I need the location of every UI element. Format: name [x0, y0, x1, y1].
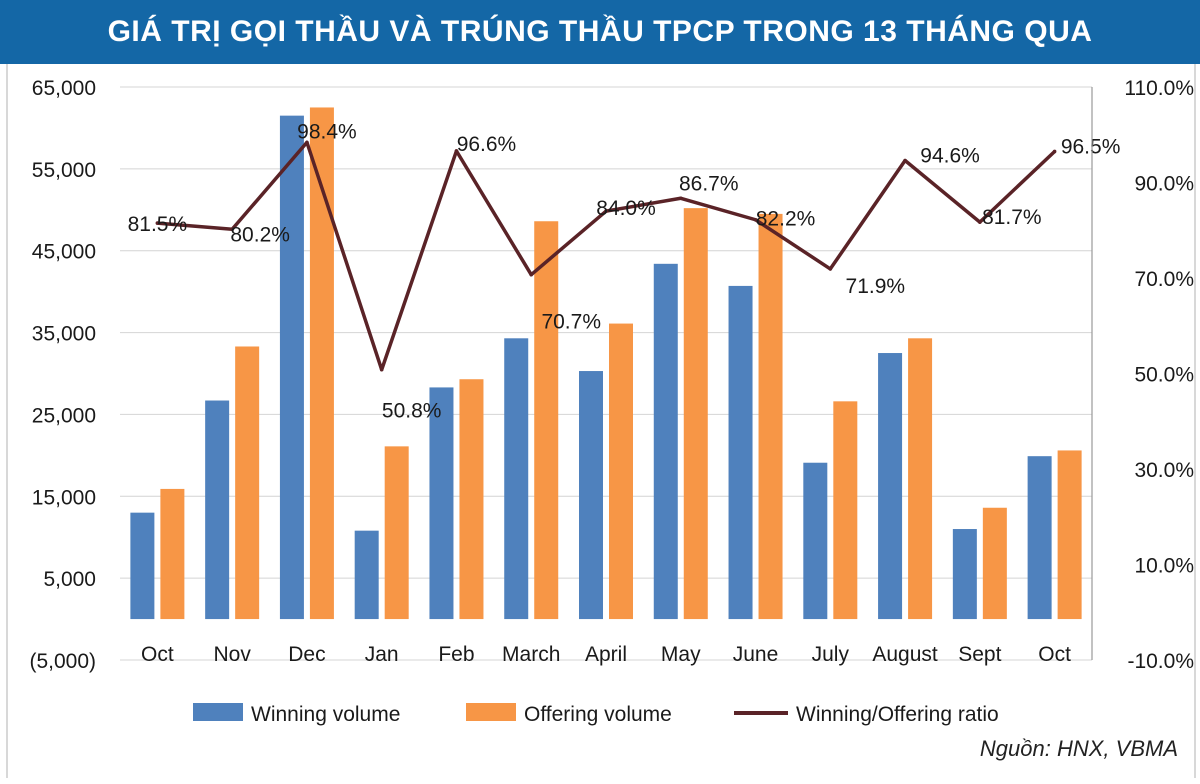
winning-volume-bar	[354, 530, 379, 620]
x-tick-label: Oct	[1038, 643, 1071, 666]
ratio-data-label: 94.6%	[920, 145, 980, 168]
y-left-tick-label: 15,000	[32, 486, 96, 509]
winning-volume-bar	[803, 462, 828, 620]
ratio-point	[753, 217, 758, 222]
offering-volume-bar	[459, 379, 484, 620]
offering-volume-bar	[384, 446, 409, 620]
x-tick-label: Oct	[141, 643, 174, 666]
ratio-point	[454, 149, 459, 153]
ratio-data-label: 70.7%	[541, 311, 601, 334]
ratio-point	[678, 196, 683, 201]
ratio-point	[828, 267, 833, 271]
winning-volume-bar	[205, 400, 230, 620]
y-left-tick-label: 65,000	[32, 77, 96, 100]
ratio-data-label: 81.7%	[982, 206, 1042, 229]
ratio-point	[903, 158, 907, 163]
x-tick-label: Sept	[958, 643, 1001, 666]
y-right-tick-label: 70.0%	[1134, 268, 1194, 291]
offering-volume-bar	[683, 208, 708, 620]
x-tick-label: Dec	[288, 643, 325, 666]
offering-volume-bar	[833, 401, 858, 620]
legend: Winning volume Offering volume Winning/Off…	[193, 703, 999, 726]
ratio-data-label: 96.6%	[457, 133, 517, 156]
winning-volume-bar	[504, 338, 529, 620]
x-tick-label: May	[661, 643, 701, 666]
ratio-point	[379, 367, 384, 372]
offering-volume-bar	[534, 221, 559, 620]
y-left-tick-label: 25,000	[32, 404, 96, 427]
axes: (5,000) 5,000 15,000 25,000 35,000 45,000 55,0…	[29, 77, 1194, 673]
x-tick-label: June	[733, 643, 779, 666]
winning-volume-bar	[279, 115, 304, 620]
ratio-data-label: 86.7%	[679, 172, 739, 195]
winning-volume-bar	[653, 263, 678, 620]
y-right-tick-label: 110.0%	[1124, 77, 1194, 100]
y-left-tick-label: 45,000	[32, 241, 96, 264]
y-left-tick-label: 5,000	[43, 568, 96, 591]
offering-volume-bar	[1057, 450, 1082, 620]
winning-volume-bar	[878, 353, 903, 620]
ratio-line-group: 81.5% 80.2% 98.4% 50.8% 96.6% 70.7% 84.0% 86.7%…	[128, 120, 1121, 422]
ratio-point	[1052, 149, 1057, 154]
y-left-tick-label: 55,000	[32, 159, 96, 182]
ratio-data-label: 80.2%	[230, 223, 290, 246]
y-left-tick-label: 35,000	[32, 323, 96, 346]
x-tick-label: April	[585, 643, 627, 666]
legend-offering-volume-swatch	[466, 703, 516, 721]
ratio-data-label: 71.9%	[846, 275, 906, 298]
legend-winning-volume-label: Winning volume	[251, 703, 400, 726]
offering-volume-bar	[758, 213, 783, 620]
x-tick-label: Jan	[365, 643, 399, 666]
offering-volume-bar	[609, 323, 633, 620]
y-right-tick-label: 50.0%	[1134, 364, 1194, 387]
y-right-tick-label: -10.0%	[1127, 650, 1194, 673]
legend-winning-volume-swatch	[193, 703, 243, 721]
winning-volume-bar	[952, 529, 977, 620]
ratio-point	[978, 220, 982, 224]
offering-volume-bar	[982, 507, 1007, 620]
ratio-point	[155, 221, 160, 225]
y-right-tick-label: 10.0%	[1134, 555, 1194, 578]
y-right-tick-label: 90.0%	[1134, 173, 1194, 196]
x-tick-label: July	[812, 643, 850, 666]
offering-volume-bar	[160, 488, 185, 620]
ratio-data-label: 81.5%	[128, 213, 188, 236]
ratio-data-label: 50.8%	[382, 400, 442, 423]
winning-volume-bar	[1027, 456, 1052, 620]
ratio-data-label: 82.2%	[756, 208, 816, 231]
ratio-data-label: 96.5%	[1061, 135, 1121, 158]
y-right-tick-label: 30.0%	[1134, 459, 1194, 482]
combo-chart: 81.5% 80.2% 98.4% 50.8% 96.6% 70.7% 84.0% 86.7%…	[29, 77, 1194, 726]
source-note: Nguồn: HNX, VBMA	[979, 736, 1178, 761]
ratio-point	[230, 227, 234, 232]
winning-volume-bar	[429, 387, 454, 620]
winning-volume-bar	[130, 512, 155, 620]
x-tick-label: August	[872, 643, 938, 666]
bars	[130, 107, 1082, 620]
chart-title: GIÁ TRỊ GỌI THẦU VÀ TRÚNG THẦU TPCP TRON…	[0, 0, 1200, 64]
offering-volume-bar	[908, 338, 933, 620]
offering-volume-bar	[235, 346, 260, 620]
ratio-data-label: 98.4%	[297, 120, 357, 143]
legend-ratio-label: Winning/Offering ratio	[796, 703, 999, 726]
winning-volume-bar	[579, 371, 603, 620]
ratio-point	[604, 209, 608, 213]
winning-volume-bar	[728, 285, 753, 620]
chart-frame: 81.5% 80.2% 98.4% 50.8% 96.6% 70.7% 84.0% 86.7%…	[6, 64, 1196, 778]
x-tick-label: Nov	[213, 643, 251, 666]
ratio-point	[529, 272, 534, 277]
x-tick-label: March	[502, 643, 560, 666]
ratio-point	[305, 140, 309, 145]
x-tick-label: Feb	[438, 643, 474, 666]
gridlines	[120, 86, 1092, 661]
legend-offering-volume-label: Offering volume	[524, 703, 672, 726]
y-left-tick-label: (5,000)	[29, 650, 96, 673]
ratio-data-label: 84.0%	[596, 197, 656, 220]
